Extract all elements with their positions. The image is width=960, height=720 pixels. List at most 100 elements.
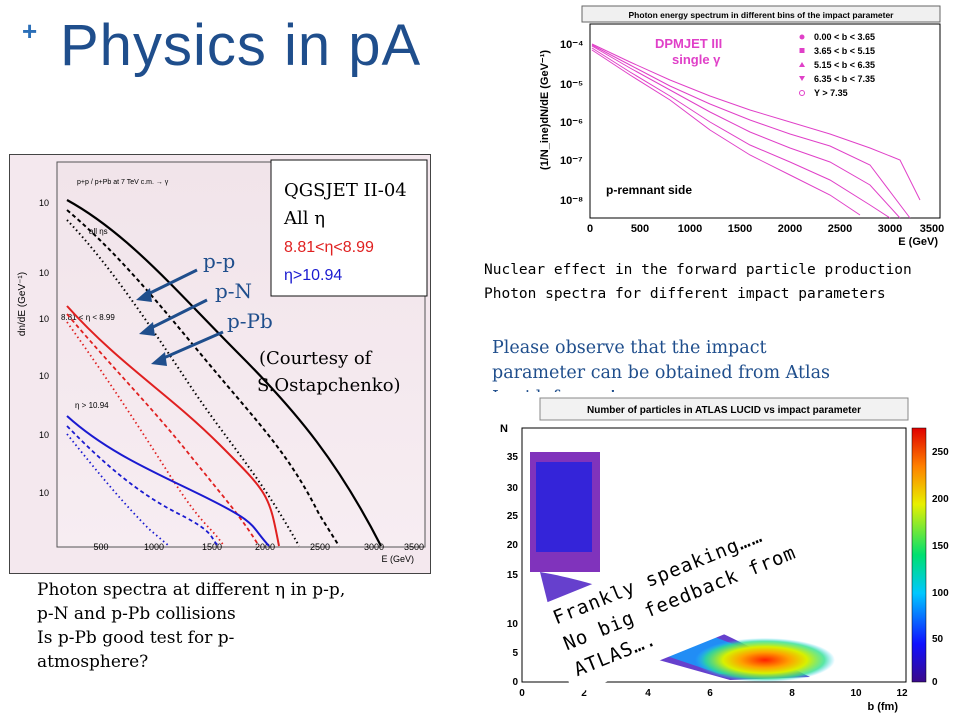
left-plot-xticks: 500 1000 1500 2000 2500 3000 3500 [93,542,424,552]
courtesy-line2: S.Ostapchenko) [257,375,401,396]
title-plus: + [22,16,38,46]
arrow-label-ppb: p-Pb [227,309,273,333]
left-plot-ylabel: dn/dE (GeV⁻¹) [17,272,28,336]
tr-xlabel: E (GeV) [898,236,938,248]
page-title: Physics in pA [60,13,422,78]
left-ytick: 10 [39,371,49,381]
legend-model: QGSJET II-04 [284,180,407,201]
tr-legend-marker [799,76,805,81]
curve-fwd-ppb [66,433,170,547]
legend-fwd-eta: η>10.94 [284,267,342,284]
hm-ylabel: N [500,423,508,435]
left-xtick: 2500 [310,542,330,552]
left-xtick: 2000 [255,542,275,552]
curve-fwd-pp [66,415,270,547]
hm-ytick: 35 [507,452,519,463]
tr-series-1 [591,49,861,216]
left-inner-label: all ηs [89,227,108,236]
hm-xtick: 2 [581,688,587,699]
left-plot-yticks: 10 10 10 10 10 10 [39,198,49,498]
hm-xtick: 12 [896,688,908,699]
tr-xtick: 0 [587,223,593,235]
hm-yticks: 0 5 10 15 20 25 30 35 [507,452,519,688]
top-right-spectrum-chart: Photon energy spectrum in different bins… [510,0,956,252]
tr-yticks: 10⁻⁴ 10⁻⁵ 10⁻⁶ 10⁻⁷ 10⁻⁸ [560,39,583,207]
curve-fwd-pn [66,425,220,547]
tr-plot-area [589,23,941,219]
tr-ytick: 10⁻⁴ [560,39,583,51]
tr-legend: 0.00 < b < 3.65 3.65 < b < 5.15 5.15 < b… [799,32,875,98]
tr-series-2 [591,47,891,219]
left-ytick: 10 [39,430,49,440]
left-xtick: 3500 [404,542,424,552]
hm-title: Number of particles in ATLAS LUCID vs im… [587,405,861,416]
tr-annotation: p-remnant side [606,183,692,197]
tr-legend-marker [799,34,805,40]
hm-title-box [539,397,909,421]
tr-xtick: 2500 [828,223,852,235]
left-ytick: 10 [39,488,49,498]
arrow-pn [146,298,208,332]
tr-ytick: 10⁻⁷ [560,155,583,167]
legend-all-eta: All η [283,208,325,229]
hm-xtick: 8 [789,688,795,699]
arrow-pn-head [139,322,155,336]
curve-mid-pn [66,313,260,547]
hm-xtick: 6 [707,688,713,699]
hm-xticks: 0 2 4 6 8 10 12 [519,688,908,699]
hm-ytick: 30 [507,483,519,494]
arrow-label-pp: p-p [203,249,235,273]
tr-caption-line: Nuclear effect in the forward particle p… [484,262,912,278]
arrow-ppb [158,330,224,362]
left-ytick: 10 [39,198,49,208]
curve-mid-pp [66,305,280,547]
arrow-label-pn: p-N [215,279,252,303]
left-xtick: 1000 [144,542,164,552]
hm-cbar-tick: 50 [932,634,944,645]
left-inner-label: η > 10.94 [75,401,109,410]
hm-cbar-tick: 200 [932,494,949,505]
left-caption-line: p-N and p-Pb collisions [37,604,236,624]
hm-ytick: 15 [507,570,519,581]
left-xtick: 1500 [202,542,222,552]
left-ytick: 10 [39,314,49,324]
hm-xlabel: b (fm) [867,701,898,713]
hm-cluster-low-core [536,462,592,552]
tr-xtick: 3500 [920,223,944,235]
hm-cbar-tick: 150 [932,541,949,552]
left-caption: Photon spectra at different η in p-p, p-… [37,578,457,674]
tr-series-5 [591,43,921,201]
tr-xtick: 1500 [728,223,752,235]
tr-legend-entry: 0.00 < b < 3.65 [814,32,875,42]
left-xtick: 500 [93,542,108,552]
tr-ytick: 10⁻⁵ [560,79,583,91]
tr-legend-marker [799,48,805,53]
tr-series-3 [591,45,901,219]
left-ytick: 10 [39,268,49,278]
tr-xtick: 2000 [778,223,802,235]
arrow-pp [143,268,198,298]
tr-title-box [581,5,941,23]
hm-cbar-tick: 0 [932,677,938,688]
courtesy-line1: (Courtesy of [259,348,373,369]
hm-colorbar-ticks: 0 50 100 150 200 250 [932,447,949,688]
hm-peak [695,638,835,682]
tr-model-sub: single γ [672,52,721,67]
left-inner-title: p+p / p+Pb at 7 TeV c.m. → γ [77,179,169,186]
tr-ytick: 10⁻⁶ [560,117,583,129]
tr-series-4 [591,44,911,219]
tr-ylabel: (1/N_ine)dN/dE (GeV⁻¹) [539,50,551,170]
tr-legend-entry: Y > 7.35 [814,88,848,98]
left-plot-xlabel: E (GeV) [381,554,414,564]
left-caption-line: Is p-Pb good test for p- [37,628,235,648]
top-right-caption: Nuclear effect in the forward particle p… [484,258,912,306]
tr-legend-entry: 5.15 < b < 6.35 [814,60,875,70]
arrow-ppb-head [151,352,167,366]
curve-all-ppb [66,219,300,547]
legend-mid-eta: 8.81<η<8.99 [284,239,374,256]
left-xtick: 3000 [364,542,384,552]
hm-xtick: 10 [850,688,862,699]
tr-ytick: 10⁻⁸ [560,195,583,207]
hm-ytick: 10 [507,619,519,630]
hm-cbar-tick: 250 [932,447,949,458]
